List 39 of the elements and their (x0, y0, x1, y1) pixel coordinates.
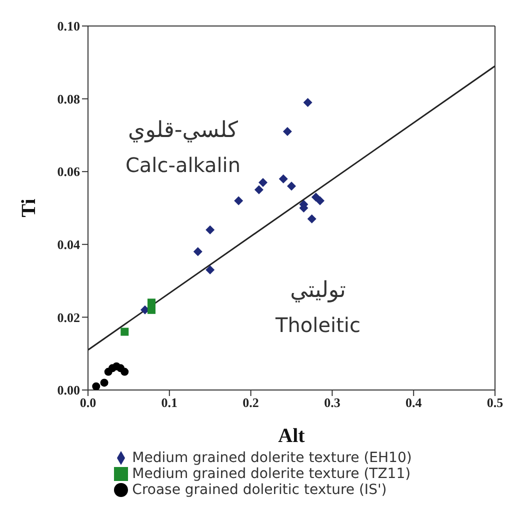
point (92, 382, 100, 390)
point (307, 214, 316, 224)
y-axis-title: Ti (18, 198, 40, 218)
point (206, 265, 215, 274)
y-tick-label: 0.06 (57, 164, 80, 180)
y-tick-label: 0.04 (57, 237, 80, 252)
x-tick-label: 0.2 (242, 395, 259, 410)
point (193, 247, 202, 256)
point (254, 185, 264, 194)
point (147, 298, 156, 307)
point (287, 182, 296, 191)
point (100, 378, 108, 387)
x-tick-label: 0.0 (80, 395, 96, 410)
point (206, 225, 215, 234)
point (120, 368, 129, 376)
x-tick-label: 0.4 (405, 395, 422, 410)
y-tick-label: 0.08 (57, 91, 80, 106)
annotation: توليتي (290, 278, 346, 303)
x-tick-label: 0.5 (486, 395, 504, 410)
point (282, 127, 292, 136)
y-tick-label: 0.00 (57, 382, 80, 398)
y-tick-label: 0.10 (57, 18, 80, 34)
point (120, 328, 129, 336)
x-axis-title: Alt (278, 425, 306, 447)
legend-label: Croase grained doleritic texture (IS') (132, 482, 387, 498)
annotation: كلسي-قلوي (128, 118, 238, 143)
annotation: Tholeitic (276, 313, 360, 337)
point (278, 174, 288, 184)
point (234, 196, 244, 206)
point (315, 196, 324, 206)
point (258, 178, 268, 188)
point (303, 98, 312, 107)
annotation: Calc-alkalin (125, 153, 241, 177)
legend-label: Medium grained dolerite texture (TZ11) (132, 466, 411, 482)
point (147, 306, 156, 314)
x-tick-label: 0.3 (324, 395, 341, 410)
y-tick-label: 0.02 (57, 310, 80, 325)
legend-label: Medium grained dolerite texture (EH10) (132, 450, 412, 466)
x-tick-label: 0.1 (161, 395, 178, 410)
